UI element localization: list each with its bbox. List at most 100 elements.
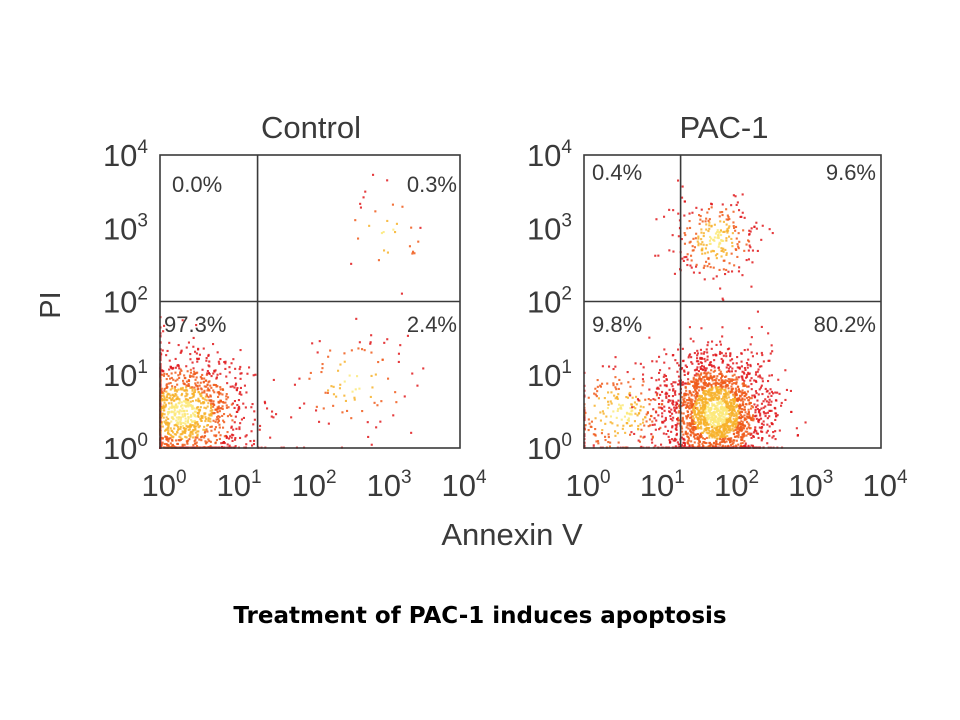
control-event-point <box>161 425 164 428</box>
pac1-event-point <box>730 399 733 402</box>
pac1-event-point <box>616 432 619 435</box>
pac1-event-point <box>684 394 687 397</box>
control-event-point <box>190 375 193 378</box>
control-event-point <box>208 373 211 376</box>
pac1-event-point <box>651 441 654 444</box>
control-event-point <box>165 378 168 381</box>
control-event-point <box>160 399 163 402</box>
pac1-event-point <box>714 435 717 438</box>
control-event-point <box>181 388 184 391</box>
pac1-event-point <box>717 245 720 248</box>
pac1-event-point <box>725 412 728 415</box>
pac1-event-point <box>740 425 743 428</box>
pac1-event-point <box>664 392 667 395</box>
pac1-event-point <box>743 372 746 375</box>
pac1-event-point <box>677 348 680 351</box>
pac1-event-point <box>595 440 598 443</box>
pac1-event-point <box>741 415 744 418</box>
pac1-event-point <box>693 382 696 385</box>
pac1-event-point <box>733 408 736 411</box>
control-event-point <box>246 372 249 375</box>
control-event-point <box>376 404 379 407</box>
pac1-event-point <box>632 405 635 408</box>
pac1-event-point <box>625 411 628 414</box>
pac1-event-point <box>775 415 778 418</box>
pac1-event-point <box>770 394 773 397</box>
pac1-event-point <box>597 442 600 445</box>
control-event-point <box>188 404 191 407</box>
pac1-event-point <box>683 392 686 395</box>
pac1-event-point <box>687 356 690 359</box>
pac1-event-point <box>691 422 694 425</box>
control-event-point <box>227 406 230 409</box>
control-event-point <box>370 443 373 446</box>
control-event-point <box>180 405 183 408</box>
control-event-point <box>172 431 175 434</box>
pac1-event-point <box>687 381 690 384</box>
control-event-point <box>170 435 173 438</box>
pac1-event-point <box>714 395 717 398</box>
pac1-event-point <box>681 196 684 199</box>
pac1-event-point <box>728 370 731 373</box>
pac1-event-point <box>725 370 728 373</box>
control-event-point <box>161 441 164 444</box>
pac1-event-point <box>733 410 736 413</box>
control-event-point <box>216 385 219 388</box>
control-event-point <box>192 367 195 370</box>
pac1-event-point <box>704 375 707 378</box>
pac1-event-point <box>715 433 718 436</box>
pac1-event-point <box>710 384 713 387</box>
pac1-event-point <box>753 394 756 397</box>
control-event-point <box>238 368 241 371</box>
control-event-point <box>160 421 163 424</box>
control-event-point <box>171 406 174 409</box>
pac1-event-point <box>584 424 587 427</box>
pac1-event-point <box>760 325 763 328</box>
pac1-event-point <box>667 399 670 402</box>
pac1-event-point <box>699 399 702 402</box>
pac1-event-point <box>664 425 667 428</box>
pac1-event-point <box>695 372 698 375</box>
pac1-event-point <box>627 417 630 420</box>
pac1-event-point <box>602 412 605 415</box>
pac1-event-point <box>693 421 696 424</box>
control-event-point <box>201 435 204 438</box>
pac1-event-point <box>725 430 728 433</box>
control-event-point <box>173 433 176 436</box>
pac1-event-point <box>713 393 716 396</box>
pac1-event-point <box>760 439 763 442</box>
pac1-event-point <box>669 411 672 414</box>
pac1-event-point <box>750 351 753 354</box>
pac1-event-point <box>774 430 777 433</box>
control-event-point <box>339 363 342 366</box>
pac1-event-point <box>693 400 696 403</box>
pac1-event-point <box>684 385 687 388</box>
pac1-event-point <box>681 427 684 430</box>
pac1-event-point <box>673 406 676 409</box>
control-event-point <box>175 416 178 419</box>
pac1-event-point <box>714 445 717 448</box>
pac1-event-point <box>655 411 658 414</box>
pac1-event-point <box>712 277 715 280</box>
control-event-point <box>206 405 209 408</box>
pac1-event-point <box>716 423 719 426</box>
pac1-event-point <box>594 434 597 437</box>
pac1-event-point <box>751 355 754 358</box>
pac1-event-point <box>749 363 752 366</box>
pac1-event-point <box>713 418 716 421</box>
pac1-event-point <box>738 398 741 401</box>
pac1-event-point <box>717 425 720 428</box>
pac1-event-point <box>790 410 793 413</box>
control-event-point <box>354 219 357 222</box>
control-event-point <box>250 406 253 409</box>
control-event-point <box>170 367 173 370</box>
pac1-event-point <box>706 372 709 375</box>
pac1-event-point <box>705 373 708 376</box>
pac1-event-point <box>762 406 765 409</box>
control-event-point <box>198 384 201 387</box>
control-event-point <box>242 416 245 419</box>
pac1-event-point <box>707 410 710 413</box>
control-event-point <box>201 391 204 394</box>
control-event-point <box>174 406 177 409</box>
pac1-event-point <box>726 214 729 217</box>
